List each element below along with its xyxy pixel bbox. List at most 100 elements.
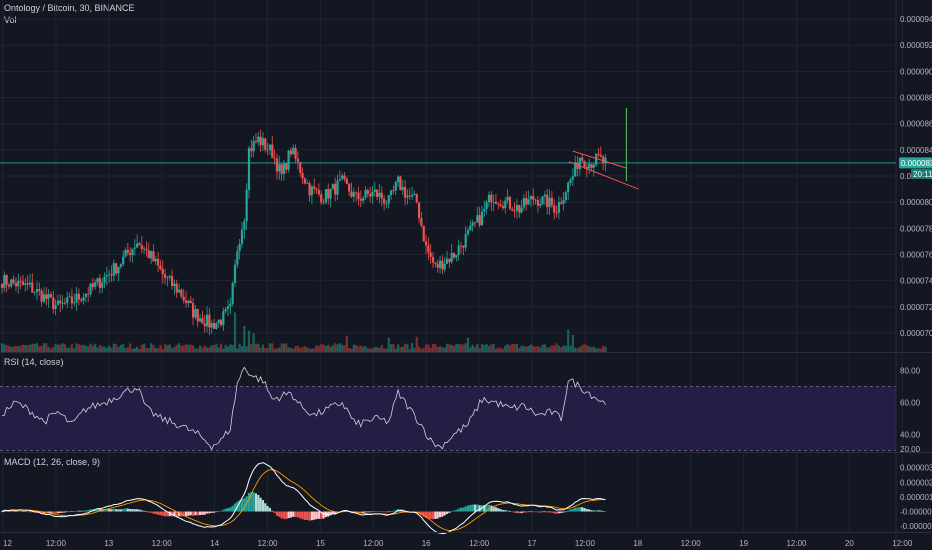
- candle-body: [308, 183, 311, 196]
- macd-histogram-bar: [385, 511, 388, 513]
- volume-bar: [205, 347, 209, 352]
- candle-body: [231, 283, 234, 304]
- candle-body: [45, 294, 48, 300]
- volume-bar: [471, 344, 474, 352]
- time-axis-tick: 20: [845, 539, 854, 548]
- volume-bar: [364, 346, 367, 352]
- candle-body: [75, 293, 78, 303]
- macd-histogram-bar: [599, 510, 602, 512]
- volume-bar: [180, 345, 183, 352]
- candle-body: [182, 296, 185, 301]
- macd-histogram-bar: [150, 511, 153, 513]
- macd-histogram-bar: [66, 511, 69, 513]
- macd-histogram-bar: [299, 511, 302, 519]
- volume-bar: [145, 347, 148, 352]
- candle-body: [371, 191, 374, 197]
- macd-histogram-bar: [189, 511, 192, 516]
- macd-histogram-bar: [557, 511, 560, 514]
- candle-body: [59, 300, 62, 304]
- candle-body: [518, 205, 521, 213]
- candle-body: [387, 195, 390, 204]
- volume-bar: [14, 346, 18, 352]
- volume-bar: [366, 348, 369, 352]
- macd-histogram-bar: [527, 511, 530, 513]
- volume-bar: [26, 345, 29, 352]
- volume-bar: [443, 347, 446, 352]
- volume-bar: [476, 343, 479, 352]
- macd-histogram-bar: [212, 511, 216, 513]
- macd-histogram-bar: [210, 511, 213, 513]
- macd-histogram-bar: [233, 503, 237, 512]
- volume-bar: [424, 344, 428, 352]
- candle-body: [224, 309, 227, 312]
- volume-bar: [338, 343, 341, 352]
- volume-bar: [152, 344, 155, 352]
- time-axis-tick: 13: [104, 539, 113, 548]
- macd-histogram-bar: [387, 511, 390, 513]
- candle-body: [504, 200, 507, 209]
- candle-body: [3, 275, 6, 288]
- candle-body: [380, 192, 383, 199]
- volume-bar: [441, 347, 444, 352]
- volume-bar: [315, 345, 318, 352]
- macd-histogram-bar: [571, 508, 574, 512]
- macd-histogram-bar: [217, 511, 220, 512]
- candle-body: [457, 245, 460, 255]
- macd-histogram-bar: [597, 510, 600, 512]
- candle-body: [422, 225, 425, 242]
- volume-bar: [10, 346, 13, 352]
- candle-body: [506, 196, 509, 201]
- candle-body: [364, 190, 367, 198]
- volume-bar: [275, 348, 279, 352]
- volume-bar: [84, 345, 87, 352]
- candle-body: [329, 188, 332, 199]
- macd-histogram-bar: [576, 507, 579, 512]
- macd-histogram-bar: [322, 511, 325, 519]
- candle-body: [560, 202, 563, 204]
- macd-histogram-bar: [434, 511, 437, 519]
- volume-bar: [238, 343, 241, 352]
- macd-histogram-bar: [550, 511, 553, 513]
- volume-bar: [52, 346, 55, 352]
- volume-bar: [501, 348, 505, 352]
- volume-bar: [231, 345, 234, 352]
- drawings: [0, 108, 896, 190]
- volume-bar: [506, 344, 509, 352]
- candle-body: [161, 269, 164, 275]
- candle-body: [5, 275, 8, 285]
- volume-bar: [124, 348, 127, 352]
- volume-bar: [317, 346, 320, 352]
- candle-body: [392, 190, 395, 191]
- candle-body: [525, 198, 528, 205]
- current-price-value: 0.0000830: [901, 159, 932, 168]
- candle-body: [576, 162, 579, 170]
- candle-body: [87, 293, 90, 295]
- rsi-axis-tick: 60.00: [900, 399, 921, 408]
- macd-histogram-bar: [555, 511, 558, 514]
- time-axis-tick: 12: [3, 539, 12, 548]
- macd-histogram-bar: [301, 511, 304, 520]
- macd-histogram-bar: [84, 510, 87, 512]
- candle-body: [147, 250, 150, 259]
- macd-histogram-bar: [373, 511, 376, 512]
- volume-bar: [571, 335, 574, 352]
- volume-bar: [497, 347, 500, 352]
- candle-body: [397, 176, 400, 183]
- volume-bar: [47, 346, 50, 352]
- candle-body: [378, 192, 381, 197]
- candle-body: [571, 176, 574, 180]
- candle-body: [91, 283, 94, 287]
- candle-body: [359, 199, 362, 201]
- candle-body: [352, 192, 355, 197]
- macd-histogram-bar: [177, 511, 181, 517]
- macd-histogram-bar: [26, 511, 29, 513]
- macd-histogram-bar: [24, 511, 27, 513]
- candle-body: [476, 215, 479, 223]
- macd-histogram-bar: [380, 511, 383, 513]
- macd-histogram-bar: [80, 510, 83, 512]
- candle-body: [450, 252, 453, 263]
- candle-body: [168, 276, 171, 278]
